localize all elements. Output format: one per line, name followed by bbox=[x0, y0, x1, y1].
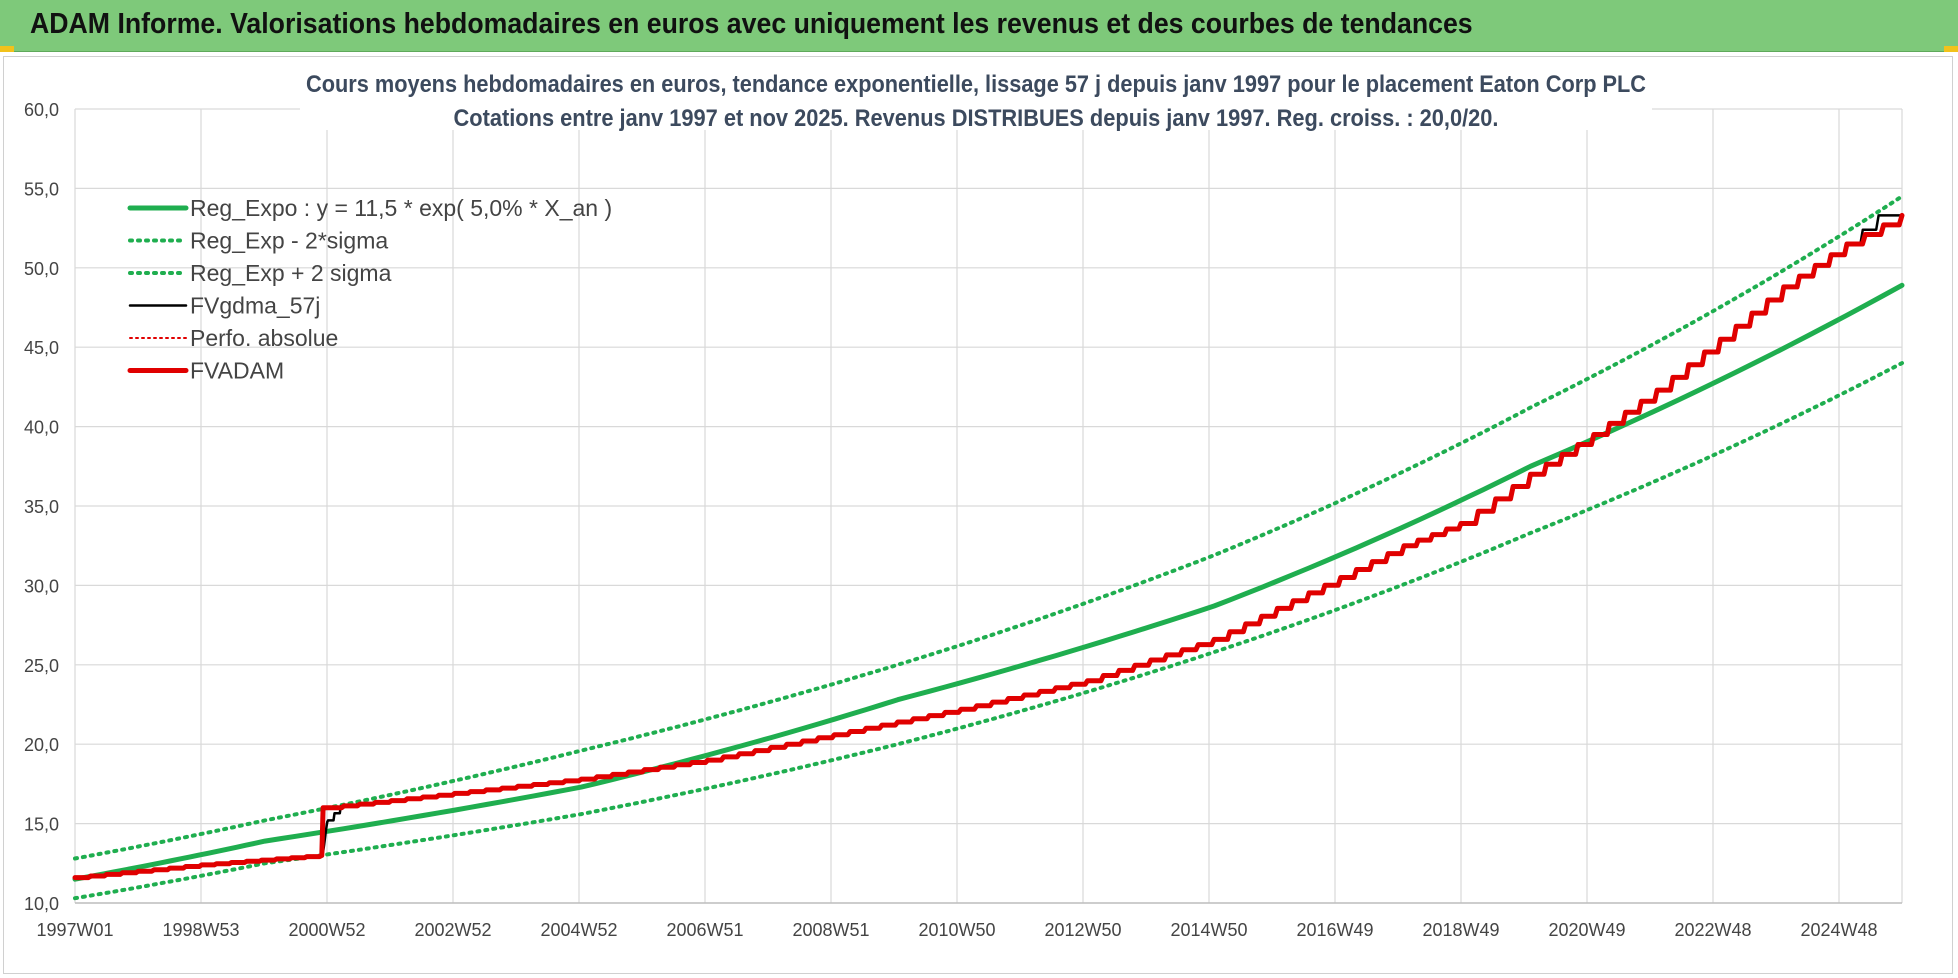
legend-label: Reg_Exp - 2*sigma bbox=[190, 228, 388, 254]
legend-label: Reg_Exp + 2 sigma bbox=[190, 260, 392, 286]
y-tick-label: 30,0 bbox=[24, 576, 59, 596]
header-bar: ADAM Informe. Valorisations hebdomadaire… bbox=[0, 0, 1958, 52]
y-tick-label: 45,0 bbox=[24, 338, 59, 358]
corner-marker-left bbox=[0, 46, 14, 52]
y-tick-label: 55,0 bbox=[24, 179, 59, 199]
series-line-0 bbox=[72, 282, 1905, 882]
x-tick-label: 2008W51 bbox=[792, 920, 869, 940]
page-title: ADAM Informe. Valorisations hebdomadaire… bbox=[30, 8, 1473, 40]
y-tick-label: 35,0 bbox=[24, 497, 59, 517]
x-tick-label: 2010W50 bbox=[918, 920, 995, 940]
y-tick-label: 25,0 bbox=[24, 656, 59, 676]
x-tick-label: 1998W53 bbox=[162, 920, 239, 940]
y-tick-label: 15,0 bbox=[24, 815, 59, 835]
series-layer bbox=[72, 194, 1905, 901]
series-line-3 bbox=[73, 214, 1904, 879]
x-tick-label: 2016W49 bbox=[1296, 920, 1373, 940]
series-line-5 bbox=[72, 212, 1905, 881]
corner-marker-right bbox=[1944, 46, 1958, 52]
chart-title-line1: Cours moyens hebdomadaires en euros, ten… bbox=[306, 71, 1646, 98]
y-tick-label: 50,0 bbox=[24, 259, 59, 279]
chart: 10,0 15,0 20,0 25,0 30,0 35,0 40,0 45,0 50,0 55,0… bbox=[24, 62, 1905, 940]
x-tick-label: 2022W48 bbox=[1674, 920, 1751, 940]
x-tick-label: 2002W52 bbox=[414, 920, 491, 940]
legend-label: FVADAM bbox=[190, 358, 284, 384]
series-line-1 bbox=[73, 361, 1904, 901]
series-line-2 bbox=[73, 194, 1904, 861]
x-tick-label: 2014W50 bbox=[1170, 920, 1247, 940]
chart-title-group: Cours moyens hebdomadaires en euros, ten… bbox=[300, 62, 1652, 132]
x-tick-label: 2018W49 bbox=[1422, 920, 1499, 940]
axes: 10,0 15,0 20,0 25,0 30,0 35,0 40,0 45,0 50,0 55,0… bbox=[24, 100, 1902, 940]
series-line-4 bbox=[74, 214, 1903, 879]
legend-label: Reg_Expo : y = 11,5 * exp( 5,0% * X_an ) bbox=[190, 195, 612, 221]
legend: Reg_Expo : y = 11,5 * exp( 5,0% * X_an )… bbox=[127, 195, 612, 384]
chart-title-line2: Cotations entre janv 1997 et nov 2025. R… bbox=[454, 105, 1499, 132]
x-tick-label: 2024W48 bbox=[1800, 920, 1877, 940]
x-tick-label: 2012W50 bbox=[1044, 920, 1121, 940]
x-tick-label: 2020W49 bbox=[1548, 920, 1625, 940]
y-tick-label: 10,0 bbox=[24, 894, 59, 914]
y-tick-label: 20,0 bbox=[24, 735, 59, 755]
legend-label: FVgdma_57j bbox=[190, 293, 320, 319]
x-tick-label: 1997W01 bbox=[36, 920, 113, 940]
x-tick-label: 2000W52 bbox=[288, 920, 365, 940]
x-tick-label: 2006W51 bbox=[666, 920, 743, 940]
y-tick-label: 40,0 bbox=[24, 418, 59, 438]
x-tick-label: 2004W52 bbox=[540, 920, 617, 940]
y-tick-label: 60,0 bbox=[24, 100, 59, 120]
legend-label: Perfo. absolue bbox=[190, 325, 338, 351]
